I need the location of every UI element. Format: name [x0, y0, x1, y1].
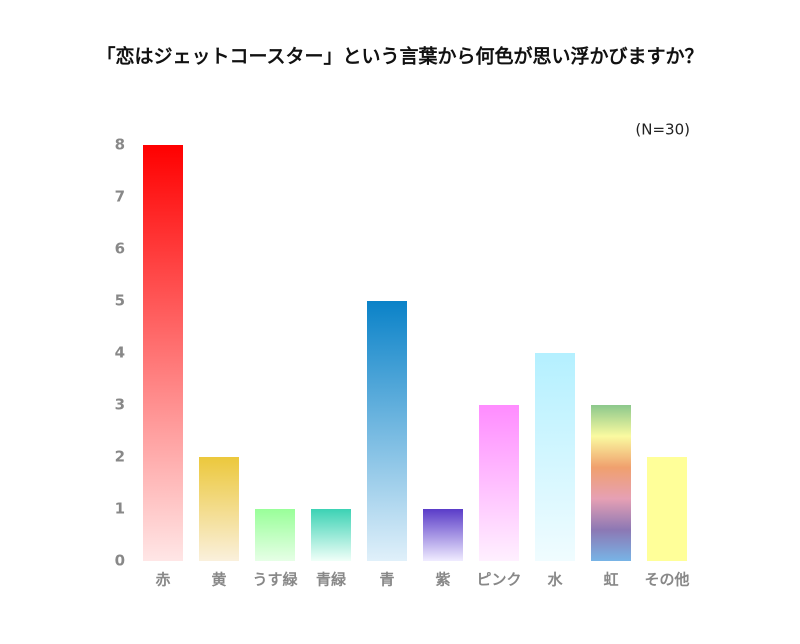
x-tick-label: 青	[379, 571, 394, 589]
y-tick-label: 5	[115, 292, 125, 310]
y-tick-label: 6	[115, 240, 125, 258]
bar	[143, 145, 183, 561]
bar	[311, 509, 351, 561]
x-tick-label: その他	[644, 571, 689, 589]
x-tick-label: 青緑	[316, 571, 347, 589]
bar	[535, 353, 575, 561]
y-tick-label: 4	[115, 344, 125, 362]
y-tick-label: 8	[115, 136, 125, 154]
y-tick-label: 0	[115, 552, 125, 570]
bar	[367, 301, 407, 561]
x-tick-label: ピンク	[476, 571, 521, 589]
y-tick-label: 2	[115, 448, 125, 466]
annotation: (N=30)	[635, 121, 690, 139]
bar	[255, 509, 295, 561]
y-tick-label: 3	[115, 396, 125, 414]
x-tick-label: うす緑	[252, 571, 298, 589]
bar	[591, 405, 631, 561]
y-tick-label: 7	[115, 188, 125, 206]
bar	[423, 509, 463, 561]
bar	[199, 457, 239, 561]
chart-title: 「恋はジェットコースター」という言葉から何色が思い浮かびますか？	[96, 45, 703, 68]
x-tick-label: 虹	[603, 571, 618, 589]
x-tick-label: 紫	[435, 571, 450, 589]
bar	[647, 457, 687, 561]
y-tick-label: 1	[115, 500, 125, 518]
x-tick-label: 赤	[155, 571, 170, 589]
x-tick-label: 黄	[211, 571, 226, 589]
bar	[479, 405, 519, 561]
x-tick-label: 水	[547, 571, 563, 589]
